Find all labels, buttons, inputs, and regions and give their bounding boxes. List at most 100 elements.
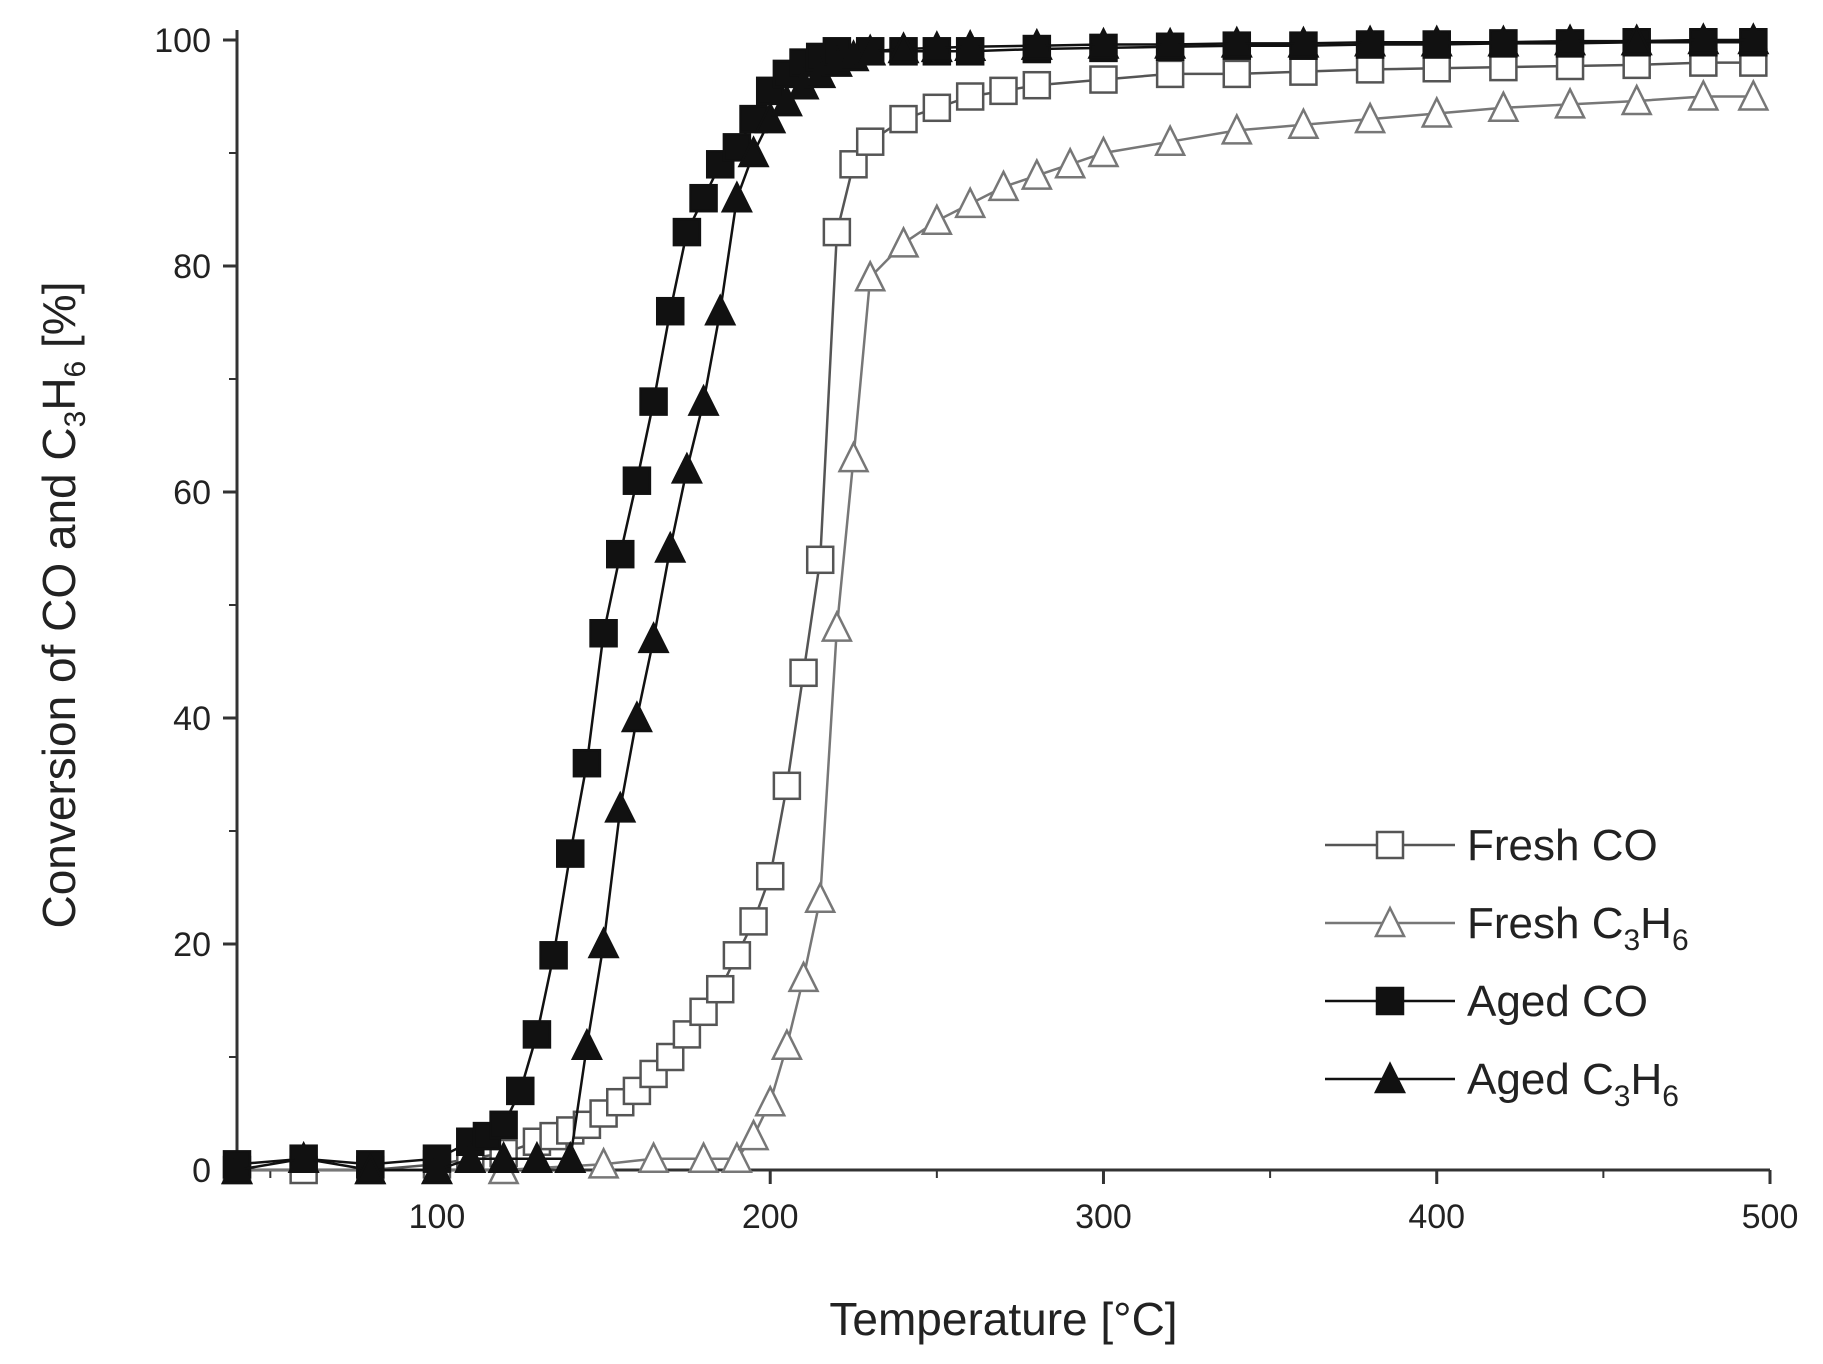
data-point [1289,57,1318,86]
data-point [787,960,820,993]
data-point [522,1020,552,1049]
data-point [1487,24,1520,57]
data-point [1154,26,1187,59]
data-point [854,33,887,66]
data-point [572,748,602,778]
data-point [520,1140,553,1173]
data-point [1487,90,1520,123]
data-point [922,93,952,123]
data-point [1737,22,1770,55]
data-point [554,1140,587,1173]
data-point [622,466,652,495]
data-point [687,1140,720,1173]
data-point [287,1140,320,1173]
legend-marker [1373,1061,1407,1094]
legend-entry: Aged CO [1325,977,1648,1026]
data-point [1087,135,1120,168]
data-point [855,127,885,156]
data-point [620,700,653,733]
data-point [570,1027,603,1060]
y-tick-label: 20 [173,926,211,964]
data-point [604,790,637,823]
data-point [689,997,718,1027]
data-point [1420,24,1453,57]
legend-marker [1373,905,1407,938]
x-tick-label: 200 [742,1198,799,1236]
data-point [587,926,620,959]
data-point [739,907,768,936]
data-point [489,1110,518,1140]
data-point [1554,23,1587,56]
x-tick-label: 500 [1742,1198,1799,1236]
data-point [1220,25,1253,58]
data-point [606,539,635,569]
y-tick-label: 80 [173,248,211,286]
data-point [789,658,818,688]
data-point [637,1140,670,1173]
data-point [639,387,668,416]
data-point [1422,54,1451,83]
data-point [954,186,987,219]
data-point [1687,22,1720,55]
data-point [955,82,985,111]
data-point [622,1076,652,1106]
data-point [772,771,802,801]
data-point [754,1084,787,1117]
legend-label: Aged C3H6 [1467,1055,1679,1113]
data-point [1220,112,1253,145]
data-point [1054,146,1087,179]
data-point [1737,78,1770,111]
data-point [506,1076,535,1106]
data-point [920,203,953,236]
data-point [1620,83,1653,116]
data-point [354,1152,387,1185]
data-point [887,225,920,258]
data-point [770,84,803,117]
data-point [954,28,987,62]
data-point [737,135,770,168]
data-point [805,545,835,575]
legend-marker [1375,986,1405,1016]
data-point [1355,55,1385,84]
data-point [1620,23,1653,56]
data-point [754,101,787,134]
legend-label: Fresh CO [1467,821,1658,870]
data-point [589,619,618,648]
data-point [1020,157,1053,190]
data-point [487,1140,520,1173]
data-point [655,296,685,326]
data-point [654,530,687,563]
data-point [1020,27,1053,60]
y-axis-title: Conversion of CO and C3H6 [%] [33,282,92,929]
data-point [704,293,737,326]
data-point [539,941,568,970]
legend-label: Aged CO [1467,977,1648,1026]
data-point [804,881,837,914]
data-point [1154,123,1187,156]
data-point [220,1152,254,1185]
legend: Fresh CO Fresh C3H6 Aged CO Aged C3H6 [1325,821,1689,1113]
data-point [670,451,703,484]
data-point [854,259,887,292]
data-point [1687,78,1720,111]
data-point [920,30,953,63]
data-point [820,609,853,642]
data-point [839,150,868,179]
data-point [837,440,870,473]
legend-entry: Fresh C3H6 [1325,899,1689,957]
y-tick-label: 60 [173,474,211,512]
data-point [705,974,735,1004]
legend-entry: Fresh CO [1325,821,1658,870]
data-point [454,1140,487,1173]
data-point [687,383,720,416]
x-tick-label: 300 [1075,1198,1132,1236]
data-point [1354,24,1387,57]
data-point [737,1118,770,1151]
series-aged-c3h6 [220,22,1770,1185]
x-tick-label: 100 [409,1198,466,1236]
y-tick-label: 100 [154,22,211,60]
data-point [822,217,852,247]
data-point [1354,101,1387,134]
data-point [1287,25,1320,58]
data-point [770,1027,803,1060]
